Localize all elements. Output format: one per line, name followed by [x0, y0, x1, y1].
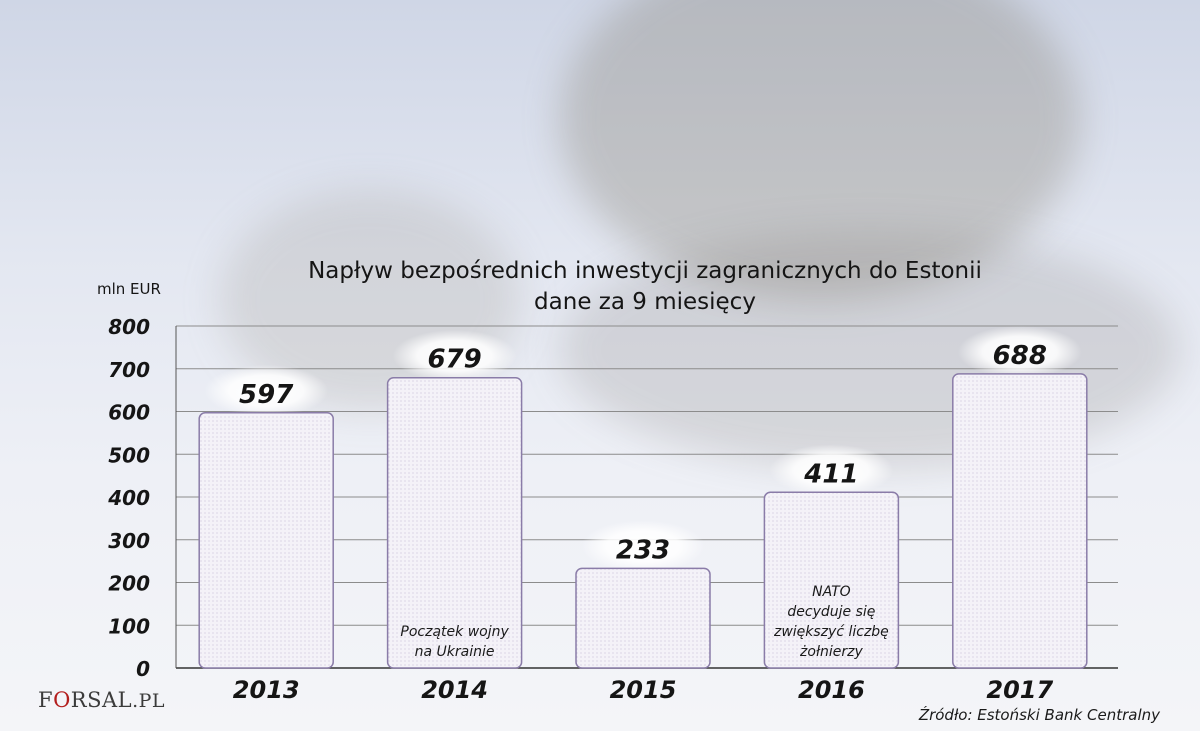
- annotation-2016: żołnierzy: [799, 644, 863, 660]
- y-tick-label: 400: [107, 486, 150, 510]
- x-tick-label-2014: 2014: [421, 676, 488, 704]
- value-label-2016: 411: [803, 459, 858, 489]
- y-axis-label: mln EUR: [97, 280, 161, 298]
- y-tick-label: 200: [108, 572, 150, 596]
- value-label-glow: [957, 325, 1082, 378]
- y-tick-label: 300: [108, 529, 150, 553]
- bar-2016: [763, 491, 900, 669]
- value-label-2014: 679: [427, 345, 481, 375]
- annotation-2016: decyduje się: [787, 604, 875, 620]
- annotation-2016: zwiększyć liczbę: [773, 624, 889, 640]
- x-tick-label-2013: 2013: [233, 676, 300, 704]
- y-tick-label: 700: [108, 358, 150, 382]
- chart-subtitle: dane za 9 miesięcy: [534, 289, 756, 315]
- annotation-2016: NATO: [812, 584, 851, 600]
- y-tick-label: 100: [108, 614, 150, 638]
- x-tick-label-2017: 2017: [986, 676, 1053, 704]
- value-label-2017: 688: [993, 341, 1047, 371]
- bar-2017: [952, 373, 1088, 669]
- x-tick-label-2015: 2015: [610, 676, 677, 704]
- source-note: Źródło: Estoński Bank Centralny: [918, 706, 1160, 724]
- value-label-2015: 233: [616, 535, 670, 565]
- bar-2013: [198, 412, 334, 669]
- value-label-glow: [392, 329, 517, 382]
- y-tick-label: 500: [108, 443, 150, 467]
- bar-2014: [386, 376, 523, 669]
- x-tick-label-2016: 2016: [798, 676, 865, 704]
- y-tick-label: 600: [108, 401, 150, 425]
- forsal-logo: FORSAL.PL: [38, 688, 166, 712]
- y-tick-label: 800: [108, 315, 150, 339]
- annotation-2014: na Ukrainie: [415, 644, 495, 660]
- bars-layer: 597 679 233 411 688: [198, 325, 1088, 669]
- y-tick-labels: 0 100 200 300 400 500 600 700 800: [107, 315, 150, 681]
- annotation-2014: Początek wojny: [400, 624, 509, 640]
- annotations-layer: Początek wojny na Ukrainie NATO decyduje si…: [400, 584, 888, 660]
- value-label-glow: [204, 364, 329, 417]
- y-tick-label: 0: [136, 657, 150, 681]
- chart-title: Napływ bezpośrednich inwestycji zagranic…: [308, 258, 982, 284]
- x-tick-labels: 2013 2014 2015 2016 2017: [233, 676, 1054, 704]
- value-label-2013: 597: [239, 380, 294, 410]
- bar-2015: [575, 567, 711, 669]
- value-label-glow: [581, 520, 705, 573]
- value-label-glow: [769, 444, 894, 497]
